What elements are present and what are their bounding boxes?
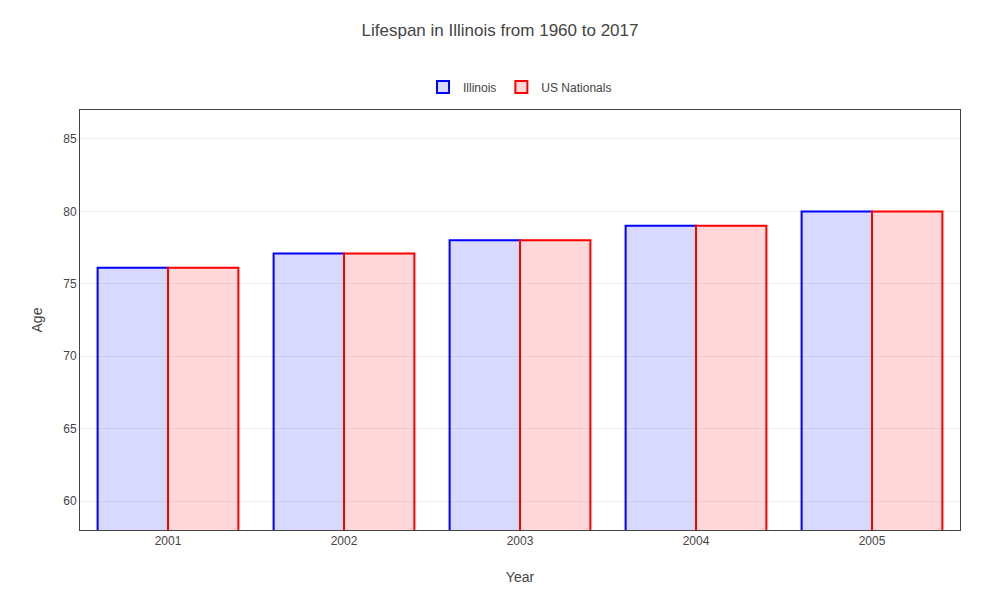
svg-text:70: 70 — [63, 349, 77, 363]
svg-text:2003: 2003 — [507, 534, 534, 548]
svg-text:2001: 2001 — [155, 534, 182, 548]
svg-text:75: 75 — [63, 277, 77, 291]
svg-text:60: 60 — [63, 494, 77, 508]
svg-text:Lifespan in Illinois from 1960: Lifespan in Illinois from 1960 to 2017 — [362, 21, 639, 40]
svg-text:Illinois: Illinois — [463, 81, 496, 95]
svg-text:65: 65 — [63, 422, 77, 436]
svg-text:85: 85 — [63, 132, 77, 146]
svg-text:Year: Year — [506, 569, 535, 585]
svg-text:2004: 2004 — [683, 534, 710, 548]
svg-text:US Nationals: US Nationals — [541, 81, 611, 95]
svg-text:2002: 2002 — [331, 534, 358, 548]
svg-text:80: 80 — [63, 205, 77, 219]
svg-text:Age: Age — [29, 307, 45, 332]
svg-text:2005: 2005 — [859, 534, 886, 548]
